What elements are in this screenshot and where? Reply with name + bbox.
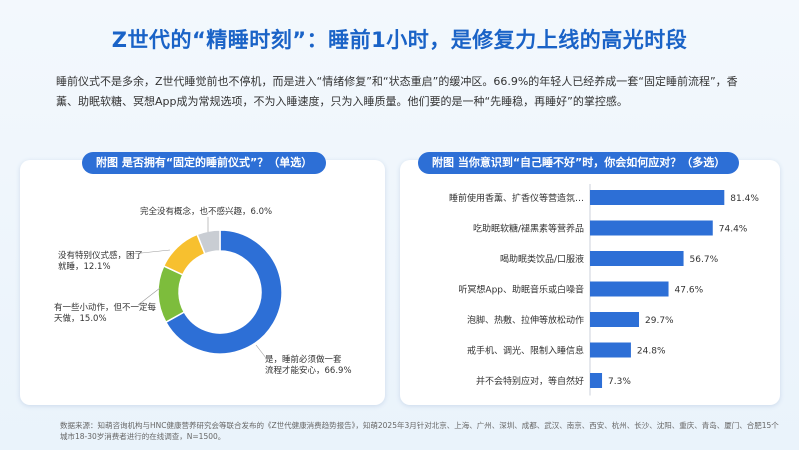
donut-slice-no-concept bbox=[196, 229, 221, 255]
bar-value-label: 24.8% bbox=[637, 347, 666, 357]
bar-mark bbox=[590, 281, 669, 297]
bar-value-label: 7.3% bbox=[608, 377, 631, 387]
bar-category-label: 吃助眠软糖/褪黑素等营养品 bbox=[473, 223, 584, 235]
donut-label: 没有特别仪式感，困了就睡，12.1% bbox=[58, 250, 143, 272]
donut-label: 有一些小动作，但不一定每天做，15.0% bbox=[54, 302, 157, 324]
intro-paragraph: 睡前仪式不是多余，Z世代睡觉前也不停机，而是进入“情绪修复”和“状态重启”的缓冲… bbox=[56, 75, 738, 108]
donut-chart-title: 附图 是否拥有“固定的睡前仪式”？（单选） bbox=[82, 152, 327, 174]
donut-label: 完全没有概念，也不感兴趣，6.0% bbox=[140, 206, 272, 217]
bar-mark bbox=[590, 190, 725, 205]
bar-value-label: 47.6% bbox=[675, 286, 704, 296]
source-footnote: 数据来源：知萌咨询机构与HNC健康营养研究会等联合发布的《Z世代健康消费趋势报告… bbox=[60, 421, 779, 441]
donut-leader-line bbox=[255, 344, 267, 359]
bar-chart: 睡前使用香薰、扩香仪等营造氛… 81.4% 吃助眠软糖/褪黑素等营养品 74.4% 喝助… bbox=[449, 184, 759, 396]
donut-slice-yes bbox=[164, 229, 283, 355]
page-title: Z世代的“精睡时刻”：睡前1小时，是修复力上线的高光时段 bbox=[111, 28, 688, 52]
bar-value-label: 56.7% bbox=[690, 255, 719, 265]
bar-value-label: 29.7% bbox=[645, 316, 674, 326]
bar-chart-title: 附图 当你意识到“自己睡不好”时，你会如何应对？（多选） bbox=[418, 152, 740, 174]
donut-value-label: 66.9% bbox=[325, 366, 352, 376]
donut-value-label: 12.1% bbox=[84, 262, 111, 272]
bar-category-label: 并不会特别应对，等自然好 bbox=[476, 375, 584, 387]
bar-category-label: 泡脚、热敷、拉伸等放松动作 bbox=[467, 314, 584, 326]
bar-mark bbox=[590, 373, 603, 388]
donut-label: 是，睡前必须做一套流程才能安心，66.9% bbox=[265, 354, 352, 376]
bar-mark bbox=[590, 220, 713, 236]
donut-chart: 是，睡前必须做一套流程才能安心，66.9% 有一些小动作，但不一定每天做，15.0… bbox=[54, 206, 352, 376]
donut-value-label: 15.0% bbox=[80, 314, 107, 324]
bar-mark bbox=[590, 251, 684, 266]
donut-slice-none bbox=[162, 233, 206, 276]
bar-category-label: 听冥想App、助眠音乐或白噪音 bbox=[458, 284, 584, 296]
ritual-donut-card: 附图 是否拥有“固定的睡前仪式”？（单选） 是，睡前必须做一套流程才能安心，66… bbox=[20, 152, 385, 405]
bar-category-label: 戒手机、调光、限制入睡信息 bbox=[467, 345, 584, 357]
bar-category-label: 睡前使用香薰、扩香仪等营造氛… bbox=[449, 192, 584, 204]
donut-value-label: 6.0% bbox=[251, 207, 273, 217]
bar-mark bbox=[590, 312, 640, 327]
bar-value-label: 74.4% bbox=[719, 225, 748, 235]
coping-bar-card: 附图 当你意识到“自己睡不好”时，你会如何应对？（多选） 睡前使用香薰、扩香仪等… bbox=[400, 152, 780, 405]
bar-mark bbox=[590, 342, 631, 358]
bar-category-label: 喝助眠类饮品/口服液 bbox=[500, 253, 584, 265]
donut-leader-line bbox=[137, 287, 161, 306]
bar-value-label: 81.4% bbox=[730, 194, 759, 204]
donut-leader-line bbox=[131, 249, 171, 255]
